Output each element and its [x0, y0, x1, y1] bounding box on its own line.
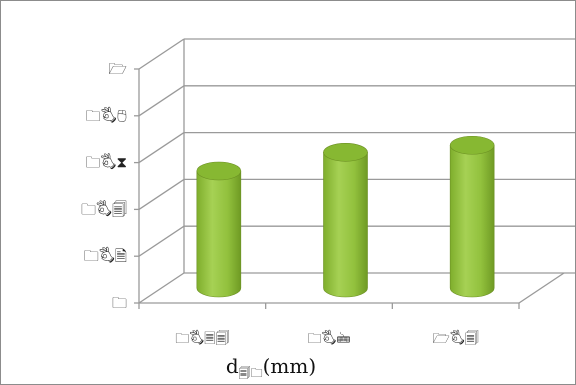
gridline-diagonal — [138, 272, 185, 304]
y-tick-label: 🗀 — [112, 294, 127, 312]
grid — [134, 38, 575, 309]
y-tick-label: 🗀🖏🗎 — [84, 246, 127, 265]
x-axis-label-main: d — [226, 354, 239, 378]
gridline-diagonal — [138, 85, 185, 117]
gridline-diagonal — [138, 225, 185, 257]
x-category-label: 🗀🖏🗏🗐 — [175, 329, 229, 347]
bar-top — [196, 161, 242, 181]
bar-body — [449, 144, 495, 298]
gridline-diagonal — [138, 132, 185, 164]
y-tick-label: 🗀🖏🗐 — [81, 199, 127, 218]
floor-right-edge — [518, 272, 565, 304]
bar-top — [449, 135, 495, 155]
x-category-label: 🗁🖏🗐 — [433, 329, 479, 347]
gridline-diagonal — [138, 178, 185, 210]
bars — [196, 135, 495, 298]
x-axis-label-unit: (mm) — [263, 354, 317, 378]
bar — [449, 135, 495, 298]
bar — [323, 142, 368, 298]
x-category-labels: 🗀🖏🗏🗐 🗀🖏🖮 🗁🖏🗐 — [175, 329, 479, 347]
bar-top — [323, 142, 368, 162]
y-tick-labels: 🗀 🗀🖏🗎 🗀🖏🗐 🗀🖏⧗ 🗀🖏🖰 🗁 — [81, 60, 127, 312]
gridline-diagonal — [138, 38, 185, 70]
bar-body — [323, 151, 368, 298]
y-tick-label: 🗀🖏⧗ — [85, 153, 127, 172]
x-axis-label: d🗐🗀(mm) — [226, 354, 316, 380]
x-category-label: 🗀🖏🖮 — [308, 329, 351, 347]
bar-body — [196, 170, 242, 298]
bar — [196, 161, 242, 298]
x-axis-label-sub: 🗐🗀 — [239, 365, 263, 380]
y-tick-label: 🗀🖏🖰 — [86, 106, 127, 125]
y-tick-label: 🗁 — [108, 60, 127, 78]
